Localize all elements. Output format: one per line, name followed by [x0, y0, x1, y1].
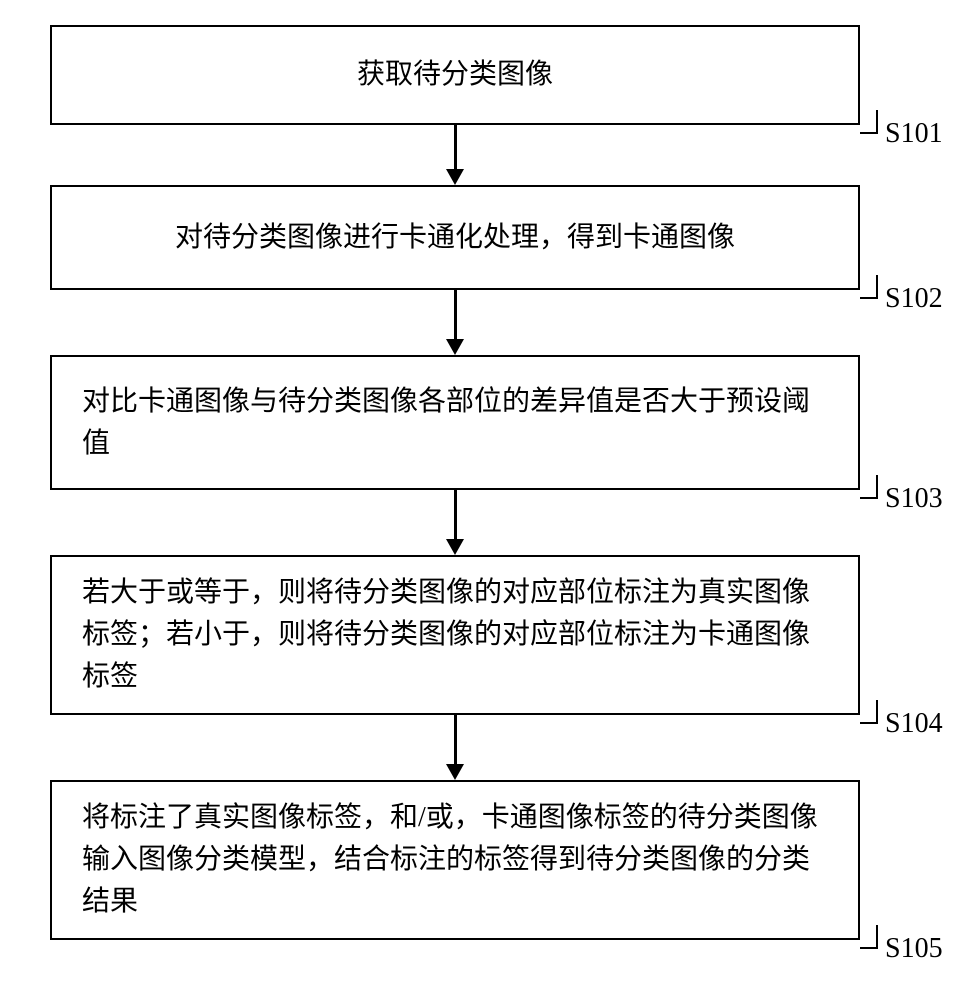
flowchart-node-s104: 若大于或等于，则将待分类图像的对应部位标注为真实图像标签；若小于，则将待分类图像…: [50, 555, 860, 715]
node-text: 对比卡通图像与待分类图像各部位的差异值是否大于预设阈值: [82, 381, 828, 465]
label-connector: [860, 475, 878, 499]
arrow-head-icon: [446, 764, 464, 780]
node-label-s104: S104: [885, 708, 943, 740]
node-label-s105: S105: [885, 933, 943, 965]
flowchart-arrow: [454, 715, 457, 765]
arrow-head-icon: [446, 169, 464, 185]
flowchart-container: 获取待分类图像 S101 对待分类图像进行卡通化处理，得到卡通图像 S102 对…: [0, 0, 964, 1000]
label-connector: [860, 275, 878, 299]
flowchart-arrow: [454, 125, 457, 170]
node-text: 对待分类图像进行卡通化处理，得到卡通图像: [175, 217, 735, 259]
node-label-s102: S102: [885, 283, 943, 315]
flowchart-node-s105: 将标注了真实图像标签，和/或，卡通图像标签的待分类图像输入图像分类模型，结合标注…: [50, 780, 860, 940]
label-connector: [860, 925, 878, 949]
arrow-head-icon: [446, 339, 464, 355]
flowchart-arrow: [454, 490, 457, 540]
node-label-s103: S103: [885, 483, 943, 515]
flowchart-arrow: [454, 290, 457, 340]
label-connector: [860, 700, 878, 724]
node-text: 若大于或等于，则将待分类图像的对应部位标注为真实图像标签；若小于，则将待分类图像…: [82, 572, 828, 698]
node-label-s101: S101: [885, 118, 943, 150]
node-text: 将标注了真实图像标签，和/或，卡通图像标签的待分类图像输入图像分类模型，结合标注…: [82, 797, 828, 923]
flowchart-node-s101: 获取待分类图像: [50, 25, 860, 125]
flowchart-node-s103: 对比卡通图像与待分类图像各部位的差异值是否大于预设阈值: [50, 355, 860, 490]
flowchart-node-s102: 对待分类图像进行卡通化处理，得到卡通图像: [50, 185, 860, 290]
node-text: 获取待分类图像: [357, 54, 553, 96]
arrow-head-icon: [446, 539, 464, 555]
label-connector: [860, 110, 878, 134]
